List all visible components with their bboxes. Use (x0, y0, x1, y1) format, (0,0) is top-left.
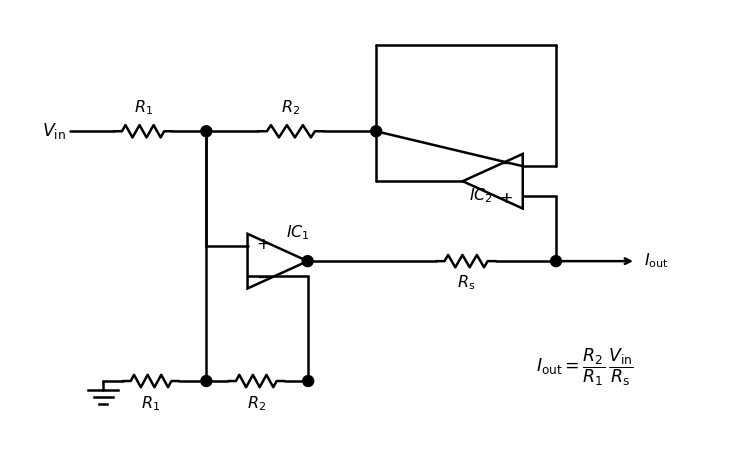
Text: $R_2$: $R_2$ (247, 394, 266, 413)
Text: $+$: $+$ (499, 191, 513, 206)
Text: $I_{\mathrm{out}}$: $I_{\mathrm{out}}$ (644, 252, 669, 271)
Circle shape (302, 256, 313, 266)
Text: $R_2$: $R_2$ (282, 98, 301, 117)
Text: $R_1$: $R_1$ (141, 394, 160, 413)
Circle shape (201, 126, 212, 137)
Circle shape (201, 376, 212, 386)
Text: $I_{\mathrm{out}} = \dfrac{R_2}{R_1}\,\dfrac{V_{\mathrm{in}}}{R_{\mathrm{s}}}$: $I_{\mathrm{out}} = \dfrac{R_2}{R_1}\,\d… (536, 347, 633, 388)
Text: $IC_1$: $IC_1$ (285, 224, 310, 242)
Text: $+$: $+$ (256, 237, 269, 252)
Circle shape (303, 376, 313, 386)
Text: $V_{\mathrm{in}}$: $V_{\mathrm{in}}$ (42, 121, 67, 141)
Circle shape (551, 256, 562, 266)
Text: $-$: $-$ (499, 156, 513, 171)
Circle shape (371, 126, 381, 137)
Text: $-$: $-$ (256, 270, 269, 285)
Text: $R_{\mathrm{s}}$: $R_{\mathrm{s}}$ (457, 273, 475, 292)
Text: $R_1$: $R_1$ (134, 98, 152, 117)
Text: $IC_2$: $IC_2$ (469, 187, 493, 205)
